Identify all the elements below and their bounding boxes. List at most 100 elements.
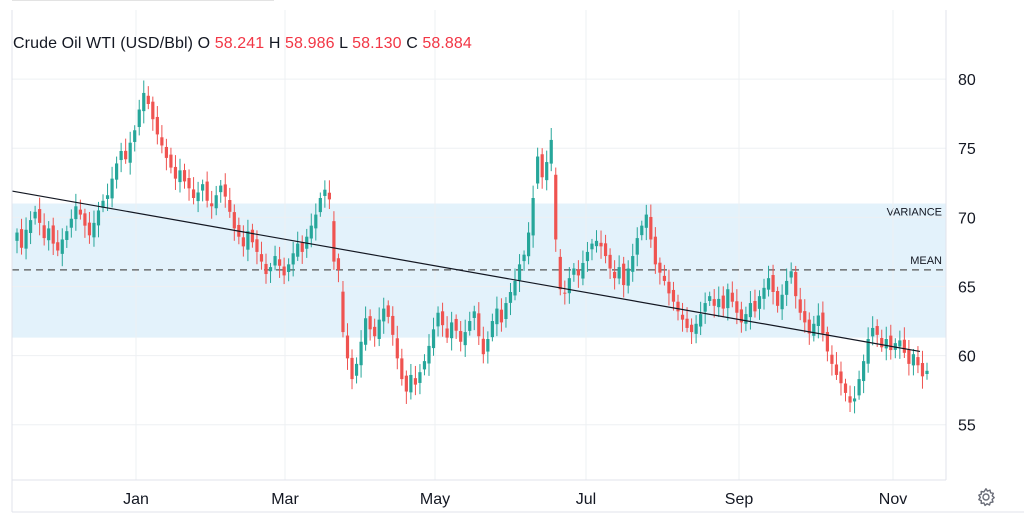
candle-body xyxy=(142,92,146,112)
candle xyxy=(332,211,336,270)
header-divider xyxy=(12,0,274,1)
candle xyxy=(277,246,282,278)
candle xyxy=(404,370,408,404)
candle-body xyxy=(798,299,802,313)
candle xyxy=(427,334,431,376)
candle xyxy=(155,106,159,145)
candle-body xyxy=(119,151,123,161)
candle xyxy=(726,283,730,321)
candle xyxy=(495,296,499,337)
candle-body xyxy=(807,319,811,334)
candle-body xyxy=(911,354,916,366)
candle xyxy=(228,187,232,218)
candle-body xyxy=(536,156,540,184)
candle xyxy=(377,307,381,347)
candle xyxy=(812,315,816,342)
candle xyxy=(382,297,386,334)
candle-body xyxy=(680,314,685,320)
candle-body xyxy=(92,222,96,238)
candle xyxy=(490,313,494,342)
candle-body xyxy=(517,264,522,281)
candle xyxy=(386,300,390,324)
candle xyxy=(115,156,119,189)
candle-body xyxy=(545,162,549,181)
candle-body xyxy=(173,166,178,179)
candle xyxy=(359,330,363,378)
candle xyxy=(834,352,839,380)
candle-body xyxy=(33,211,37,219)
candle-body xyxy=(287,264,291,272)
candle xyxy=(608,248,612,279)
candle xyxy=(323,180,327,208)
candle xyxy=(468,311,472,336)
candle-body xyxy=(880,337,884,348)
candle xyxy=(400,348,404,386)
candle xyxy=(748,291,753,330)
candle-body xyxy=(843,383,848,393)
high-value: 58.986 xyxy=(285,35,335,52)
gear-icon[interactable] xyxy=(976,487,996,507)
candle-body xyxy=(314,214,318,229)
candle-body xyxy=(219,185,223,193)
candle xyxy=(146,86,150,110)
candle xyxy=(635,227,639,267)
candle xyxy=(902,327,906,358)
candle-body xyxy=(626,268,630,286)
candle-body xyxy=(558,256,562,290)
candle-body xyxy=(735,301,739,313)
candle xyxy=(536,147,540,189)
candle-body xyxy=(391,315,395,335)
candle-body xyxy=(160,137,164,146)
candle-body xyxy=(364,318,368,345)
candle-body xyxy=(250,229,255,243)
candle-body xyxy=(368,316,372,330)
candle-body xyxy=(676,301,680,312)
candle-body xyxy=(753,300,757,312)
candle xyxy=(164,138,169,171)
candle-body xyxy=(526,232,531,257)
candle xyxy=(653,227,657,274)
candle-body xyxy=(662,275,667,281)
candle-body xyxy=(766,278,771,290)
candle-body xyxy=(422,361,427,370)
reference-layer: MEAN xyxy=(12,255,946,271)
candle-body xyxy=(694,323,698,334)
candle xyxy=(775,286,780,313)
candle-body xyxy=(671,289,676,302)
candle-body xyxy=(187,178,191,189)
candle-body xyxy=(196,192,200,202)
candle xyxy=(413,365,418,396)
candle-body xyxy=(830,354,834,364)
candle-body xyxy=(513,280,517,296)
x-tick-label: Mar xyxy=(271,491,299,508)
candle-body xyxy=(155,116,159,135)
candle-body xyxy=(775,291,780,306)
candle-body xyxy=(210,203,214,207)
candle-body xyxy=(902,339,906,353)
candle xyxy=(327,180,331,210)
candle-body xyxy=(649,216,653,240)
candle xyxy=(581,250,585,286)
candle xyxy=(907,339,911,376)
candle-body xyxy=(74,206,78,220)
x-tick-label: Nov xyxy=(879,491,907,508)
candle xyxy=(862,354,866,394)
candle-body xyxy=(717,298,721,308)
candle-body xyxy=(19,229,24,248)
candle-body xyxy=(345,335,350,359)
candle-body xyxy=(771,275,775,292)
candle xyxy=(830,345,834,376)
candle xyxy=(268,262,273,283)
candle-body xyxy=(785,280,789,295)
candle xyxy=(766,265,771,297)
candle xyxy=(15,228,19,254)
candle xyxy=(540,148,544,189)
candle xyxy=(223,173,227,208)
candle-body xyxy=(730,292,734,302)
candle xyxy=(522,250,526,271)
candle-body xyxy=(259,254,264,262)
candle xyxy=(24,217,28,260)
candle xyxy=(572,263,576,282)
candle xyxy=(712,289,716,318)
